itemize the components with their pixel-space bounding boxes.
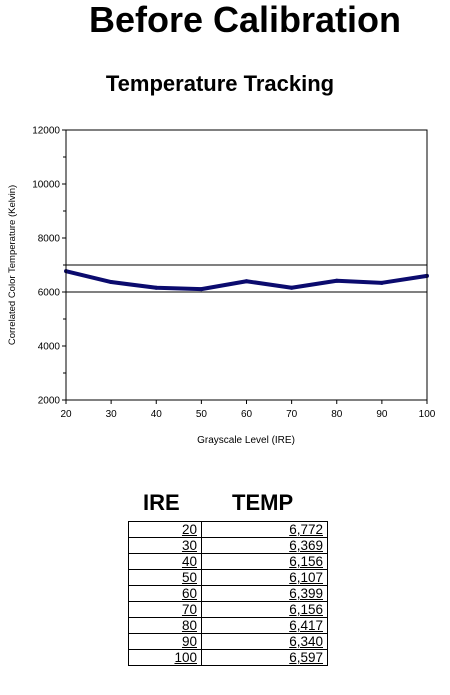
temp-value: 6,772 — [289, 522, 323, 537]
temp-cell: 6,597 — [201, 649, 328, 666]
ire-value: 80 — [181, 618, 197, 633]
temp-value: 6,107 — [289, 570, 323, 585]
table-row: 30 6,369 — [128, 537, 328, 554]
ire-cell: 50 — [128, 569, 202, 586]
ire-cell: 100 — [128, 649, 202, 666]
temp-cell: 6,107 — [201, 569, 328, 586]
ire-value: 100 — [174, 650, 197, 665]
table-header-temp: TEMP — [232, 490, 294, 515]
table-row: 100 6,597 — [128, 649, 328, 666]
data-table: 20 6,772 30 6,369 40 6,156 50 6,107 60 6,399 70 6,1… — [128, 521, 328, 666]
temp-cell: 6,156 — [201, 601, 328, 618]
ire-cell: 70 — [128, 601, 202, 618]
x-tick-label: 70 — [286, 409, 298, 420]
temp-cell: 6,399 — [201, 585, 328, 602]
x-tick-label: 40 — [151, 409, 163, 420]
chart-title: Temperature Tracking — [105, 71, 335, 96]
data-point — [334, 278, 339, 283]
x-axis-label: Grayscale Level (IRE) — [197, 435, 295, 446]
x-tick-label: 30 — [106, 409, 118, 420]
ire-cell: 40 — [128, 553, 202, 570]
x-tick-label: 60 — [241, 409, 253, 420]
x-tick-label: 50 — [196, 409, 208, 420]
ire-value: 70 — [181, 602, 197, 617]
data-point — [154, 285, 159, 290]
y-tick-label: 2000 — [38, 396, 61, 407]
x-tick-label: 80 — [331, 409, 343, 420]
table-row: 20 6,772 — [128, 521, 328, 538]
y-tick-label: 8000 — [38, 234, 61, 245]
table-row: 50 6,107 — [128, 569, 328, 586]
temp-cell: 6,340 — [201, 633, 328, 650]
ire-value: 60 — [181, 586, 197, 601]
x-tick-label: 20 — [60, 409, 72, 420]
data-point — [109, 280, 114, 285]
ire-cell: 80 — [128, 617, 202, 634]
temp-cell: 6,772 — [201, 521, 328, 538]
ire-value: 30 — [181, 538, 197, 553]
ire-cell: 60 — [128, 585, 202, 602]
y-tick-label: 10000 — [32, 180, 60, 191]
temp-value: 6,156 — [289, 602, 323, 617]
ire-value: 90 — [181, 634, 197, 649]
temp-cell: 6,156 — [201, 553, 328, 570]
temp-value: 6,369 — [289, 538, 323, 553]
y-tick-label: 4000 — [38, 342, 61, 353]
temp-value: 6,340 — [289, 634, 323, 649]
temp-value: 6,417 — [289, 618, 323, 633]
plot-area — [65, 129, 428, 401]
temp-value: 6,399 — [289, 586, 323, 601]
table-row: 60 6,399 — [128, 585, 328, 602]
y-axis-label: Correlated Color Temperature (Kelvin) — [7, 185, 18, 345]
table-row: 90 6,340 — [128, 633, 328, 650]
page-title: Before Calibration — [88, 0, 402, 40]
temperature-chart: 20 30 40 50 60 70 80 90 100 2000 4000 6000 8000 1000… — [7, 126, 436, 447]
y-tick-label: 6000 — [38, 288, 61, 299]
temp-cell: 6,417 — [201, 617, 328, 634]
table-row: 40 6,156 — [128, 553, 328, 570]
ire-cell: 90 — [128, 633, 202, 650]
x-tick-label: 90 — [376, 409, 388, 420]
ire-value: 40 — [181, 554, 197, 569]
temp-value: 6,156 — [289, 554, 323, 569]
temp-cell: 6,369 — [201, 537, 328, 554]
table-row: 70 6,156 — [128, 601, 328, 618]
ire-value: 50 — [181, 570, 197, 585]
y-tick-label: 12000 — [32, 126, 60, 137]
data-point — [244, 279, 249, 284]
ire-cell: 30 — [128, 537, 202, 554]
table-header-ire: IRE — [143, 490, 180, 515]
data-point — [199, 287, 204, 292]
temp-value: 6,597 — [289, 650, 323, 665]
data-point — [379, 280, 384, 285]
x-tick-label: 100 — [419, 409, 436, 420]
table-row: 80 6,417 — [128, 617, 328, 634]
data-point — [289, 285, 294, 290]
ire-value: 20 — [181, 522, 197, 537]
ire-cell: 20 — [128, 521, 202, 538]
